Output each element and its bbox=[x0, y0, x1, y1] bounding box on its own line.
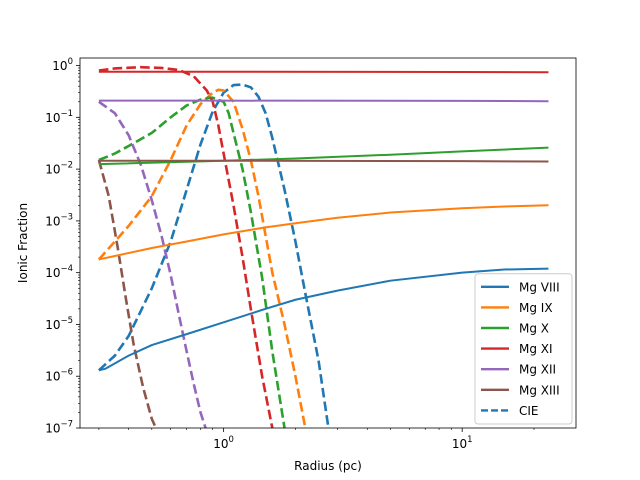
series-mg-ix bbox=[98, 204, 549, 261]
y-tick-label: 10−2 bbox=[45, 161, 73, 177]
y-axis-label: Ionic Fraction bbox=[16, 203, 30, 283]
x-tick-label: 101 bbox=[452, 435, 473, 451]
series-layer bbox=[97, 65, 549, 428]
series-mg-viii bbox=[98, 267, 549, 372]
series-mg-x-cie bbox=[98, 96, 286, 428]
series-mg-xii bbox=[98, 99, 549, 103]
y-tick-label: 10−1 bbox=[45, 109, 73, 125]
series-mg-xiii-cie bbox=[97, 159, 158, 428]
y-tick-label: 10−4 bbox=[45, 264, 73, 280]
legend-label: Mg VIII bbox=[519, 280, 560, 294]
legend: Mg VIII Mg IX Mg X Mg XI Mg XII Mg XIII CIE bbox=[474, 273, 573, 425]
y-tick-label: 10−5 bbox=[45, 316, 73, 332]
x-axis-label: Radius (pc) bbox=[294, 459, 362, 473]
y-axis-ticks: 10−7 10−6 10−5 10−4 10−3 10−2 10−1 100 bbox=[45, 57, 80, 436]
legend-label: Mg IX bbox=[519, 301, 553, 315]
y-tick-label: 10−3 bbox=[45, 212, 73, 228]
axes-frame bbox=[79, 57, 577, 429]
legend-label: Mg XII bbox=[519, 363, 556, 377]
legend-label: Mg XI bbox=[519, 342, 553, 356]
x-axis-ticks: 100 101 bbox=[98, 428, 535, 451]
y-tick-label: 10−7 bbox=[45, 420, 73, 436]
series-mg-viii-cie bbox=[98, 83, 330, 428]
legend-label: CIE bbox=[519, 404, 539, 418]
legend-box bbox=[474, 273, 573, 425]
y-tick-label: 100 bbox=[52, 57, 73, 73]
y-tick-label: 10−6 bbox=[45, 368, 73, 384]
series-mg-xiii bbox=[98, 159, 549, 163]
series-mg-xi-cie bbox=[98, 65, 274, 428]
series-mg-ix-cie bbox=[97, 88, 307, 428]
series-mg-xii-cie bbox=[98, 100, 207, 428]
plot-area bbox=[79, 57, 577, 429]
legend-label: Mg XIII bbox=[519, 383, 560, 397]
legend-label: Mg X bbox=[519, 322, 549, 336]
x-tick-label: 100 bbox=[213, 435, 234, 451]
